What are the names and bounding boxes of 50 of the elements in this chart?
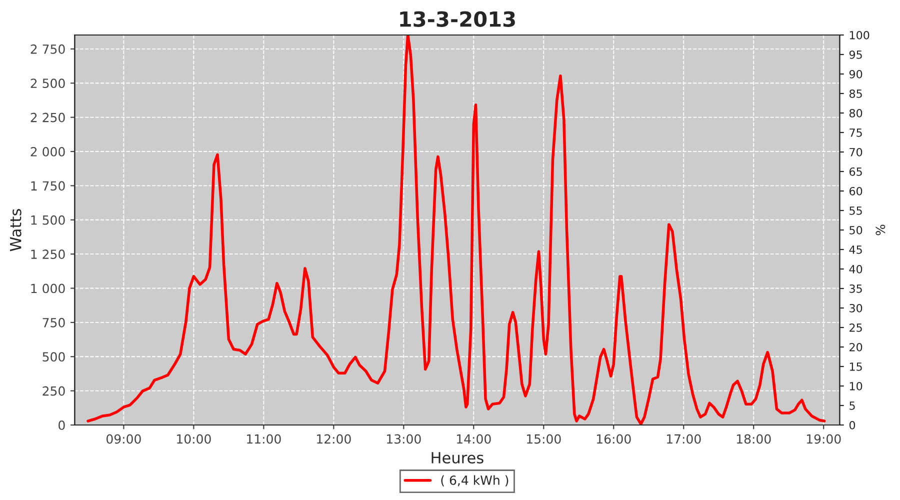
y2-tick-label: 95 <box>849 50 862 59</box>
x-tick-label: 12:00 <box>317 434 351 444</box>
y2-tick-label: 0 <box>849 420 856 430</box>
y2-tick-label: 70 <box>850 148 862 156</box>
y-tick-label: 2 750 <box>30 44 65 54</box>
y2-tick-label: 75 <box>850 128 862 137</box>
y-tick-label: 1 250 <box>31 250 65 259</box>
x-tick-label: 17:00 <box>666 434 701 444</box>
y-tick-label: 0 <box>58 420 65 430</box>
y2-tick-label: 10 <box>850 382 862 390</box>
legend-label: ( 6,4 kWh ) <box>441 475 508 486</box>
x-tick-label: 11:00 <box>247 434 281 444</box>
y2-tick-label: 80 <box>849 108 862 118</box>
y2-tick-label: 40 <box>849 264 862 274</box>
y2-tick-label: 55 <box>850 206 862 215</box>
y2-tick-label: 45 <box>849 246 862 254</box>
y-tick-label: 250 <box>42 386 65 396</box>
x-tick-label: 18:00 <box>736 434 771 444</box>
x-axis-title: Heures <box>432 452 484 464</box>
chart-title: 13-3-2013 <box>400 11 515 27</box>
x-tick-label: 16:00 <box>596 434 631 444</box>
y2-tick-label: 60 <box>850 186 862 196</box>
y2-tick-label: 25 <box>850 323 862 332</box>
x-tick-label: 14:00 <box>457 434 491 444</box>
y-tick-label: 2 000 <box>30 146 65 156</box>
y2-tick-label: 90 <box>849 70 862 78</box>
y-tick-label: 750 <box>42 318 65 328</box>
x-tick-label: 19:00 <box>806 434 841 444</box>
y2-tick-label: 50 <box>850 226 862 234</box>
y-tick-label: 2 500 <box>30 78 65 88</box>
y2-tick-label: 30 <box>850 304 862 312</box>
y2-tick-label: 100 <box>850 30 870 40</box>
y2-tick-label: 5 <box>850 402 855 410</box>
y-axis-title: Watts <box>10 209 22 252</box>
x-tick-label: 13:00 <box>387 434 421 444</box>
y-tick-label: 1 750 <box>31 181 65 191</box>
y-tick-label: 1 500 <box>31 215 65 225</box>
x-tick-label: 15:00 <box>527 434 561 444</box>
x-tick-label: 10:00 <box>177 434 211 444</box>
y2-tick-label: 35 <box>850 284 862 293</box>
y2-tick-label: 85 <box>849 89 862 98</box>
y-tick-label: 1 000 <box>31 284 65 294</box>
y-tick-label: 500 <box>42 352 65 362</box>
line-series <box>86 35 826 425</box>
y-tick-label: 2 250 <box>30 112 65 122</box>
y2-tick-label: 65 <box>850 167 862 176</box>
y2-tick-label: 20 <box>850 342 862 352</box>
y2-axis-title: % <box>876 224 886 236</box>
x-tick-label: 09:00 <box>106 434 141 444</box>
y2-tick-label: 15 <box>850 362 862 371</box>
